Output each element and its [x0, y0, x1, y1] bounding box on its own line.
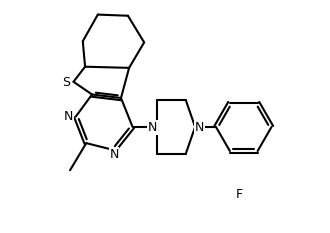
Text: F: F [236, 188, 243, 201]
Text: N: N [148, 121, 157, 134]
Text: N: N [195, 121, 204, 134]
Text: S: S [62, 76, 70, 89]
Text: N: N [64, 110, 73, 123]
Text: N: N [109, 147, 119, 161]
